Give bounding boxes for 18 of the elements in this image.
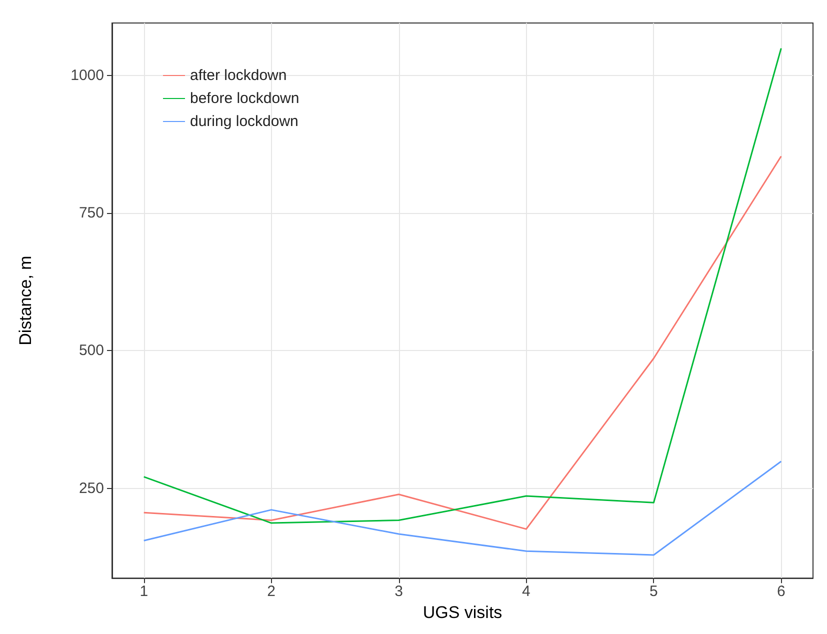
- y-tick-label: 250: [78, 480, 104, 497]
- x-tick-label: 6: [776, 583, 786, 600]
- line-series: [143, 460, 782, 556]
- y-axis-title: Distance, m: [16, 256, 35, 346]
- x-tick-label: 1: [140, 583, 148, 600]
- y-tick-label: 500: [78, 342, 104, 360]
- x-tick-label: 4: [522, 583, 530, 600]
- x-tick-label: 2: [267, 583, 276, 600]
- x-tick-label: 3: [394, 583, 403, 600]
- line-series: [143, 156, 782, 530]
- line-series: [143, 48, 782, 524]
- legend-label: during lockdown: [190, 113, 298, 130]
- y-tick-label: 750: [78, 204, 104, 222]
- x-tick-label: 5: [650, 583, 658, 600]
- y-tick-label: 1000: [70, 66, 104, 84]
- x-axis-title: UGS visits: [422, 603, 502, 622]
- legend-label: after lockdown: [190, 67, 287, 84]
- legend-label: before lockdown: [190, 90, 300, 107]
